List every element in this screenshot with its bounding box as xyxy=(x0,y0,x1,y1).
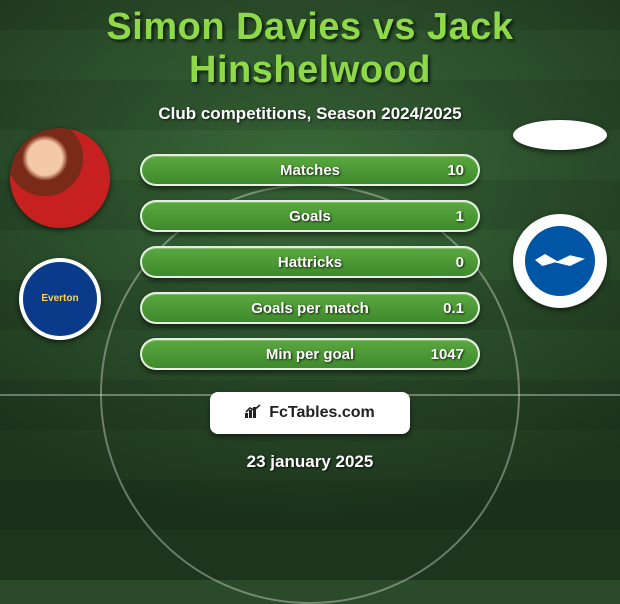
stat-row-matches: Matches 10 xyxy=(140,154,480,186)
left-player-column: Everton xyxy=(10,128,110,340)
stat-label: Matches xyxy=(280,162,340,179)
chart-icon xyxy=(245,404,263,423)
stat-row-goals-per-match: Goals per match 0.1 xyxy=(140,292,480,324)
player1-club-crest: Everton xyxy=(19,258,101,340)
stat-value-right: 0 xyxy=(456,254,464,271)
stat-label: Min per goal xyxy=(266,346,354,363)
stats-list: Matches 10 Goals 1 Hattricks 0 Goals per… xyxy=(140,154,480,370)
stat-row-goals: Goals 1 xyxy=(140,200,480,232)
stat-label: Goals per match xyxy=(251,300,369,317)
stat-value-right: 10 xyxy=(447,162,464,179)
club-crest-label: Everton xyxy=(41,294,78,305)
subtitle: Club competitions, Season 2024/2025 xyxy=(0,104,620,124)
page-title: Simon Davies vs Jack Hinshelwood xyxy=(0,0,620,92)
stat-label: Goals xyxy=(289,208,331,225)
stat-value-right: 1 xyxy=(456,208,464,225)
stat-row-hattricks: Hattricks 0 xyxy=(140,246,480,278)
player2-club-crest xyxy=(513,214,607,308)
source-label: FcTables.com xyxy=(269,404,375,422)
right-player-column xyxy=(510,128,610,308)
stat-row-min-per-goal: Min per goal 1047 xyxy=(140,338,480,370)
stat-value-right: 0.1 xyxy=(443,300,464,317)
player2-photo xyxy=(513,120,607,150)
stat-value-right: 1047 xyxy=(431,346,464,363)
source-badge: FcTables.com xyxy=(210,392,410,434)
footer-date: 23 january 2025 xyxy=(0,452,620,472)
stat-label: Hattricks xyxy=(278,254,342,271)
player1-photo xyxy=(10,128,110,228)
